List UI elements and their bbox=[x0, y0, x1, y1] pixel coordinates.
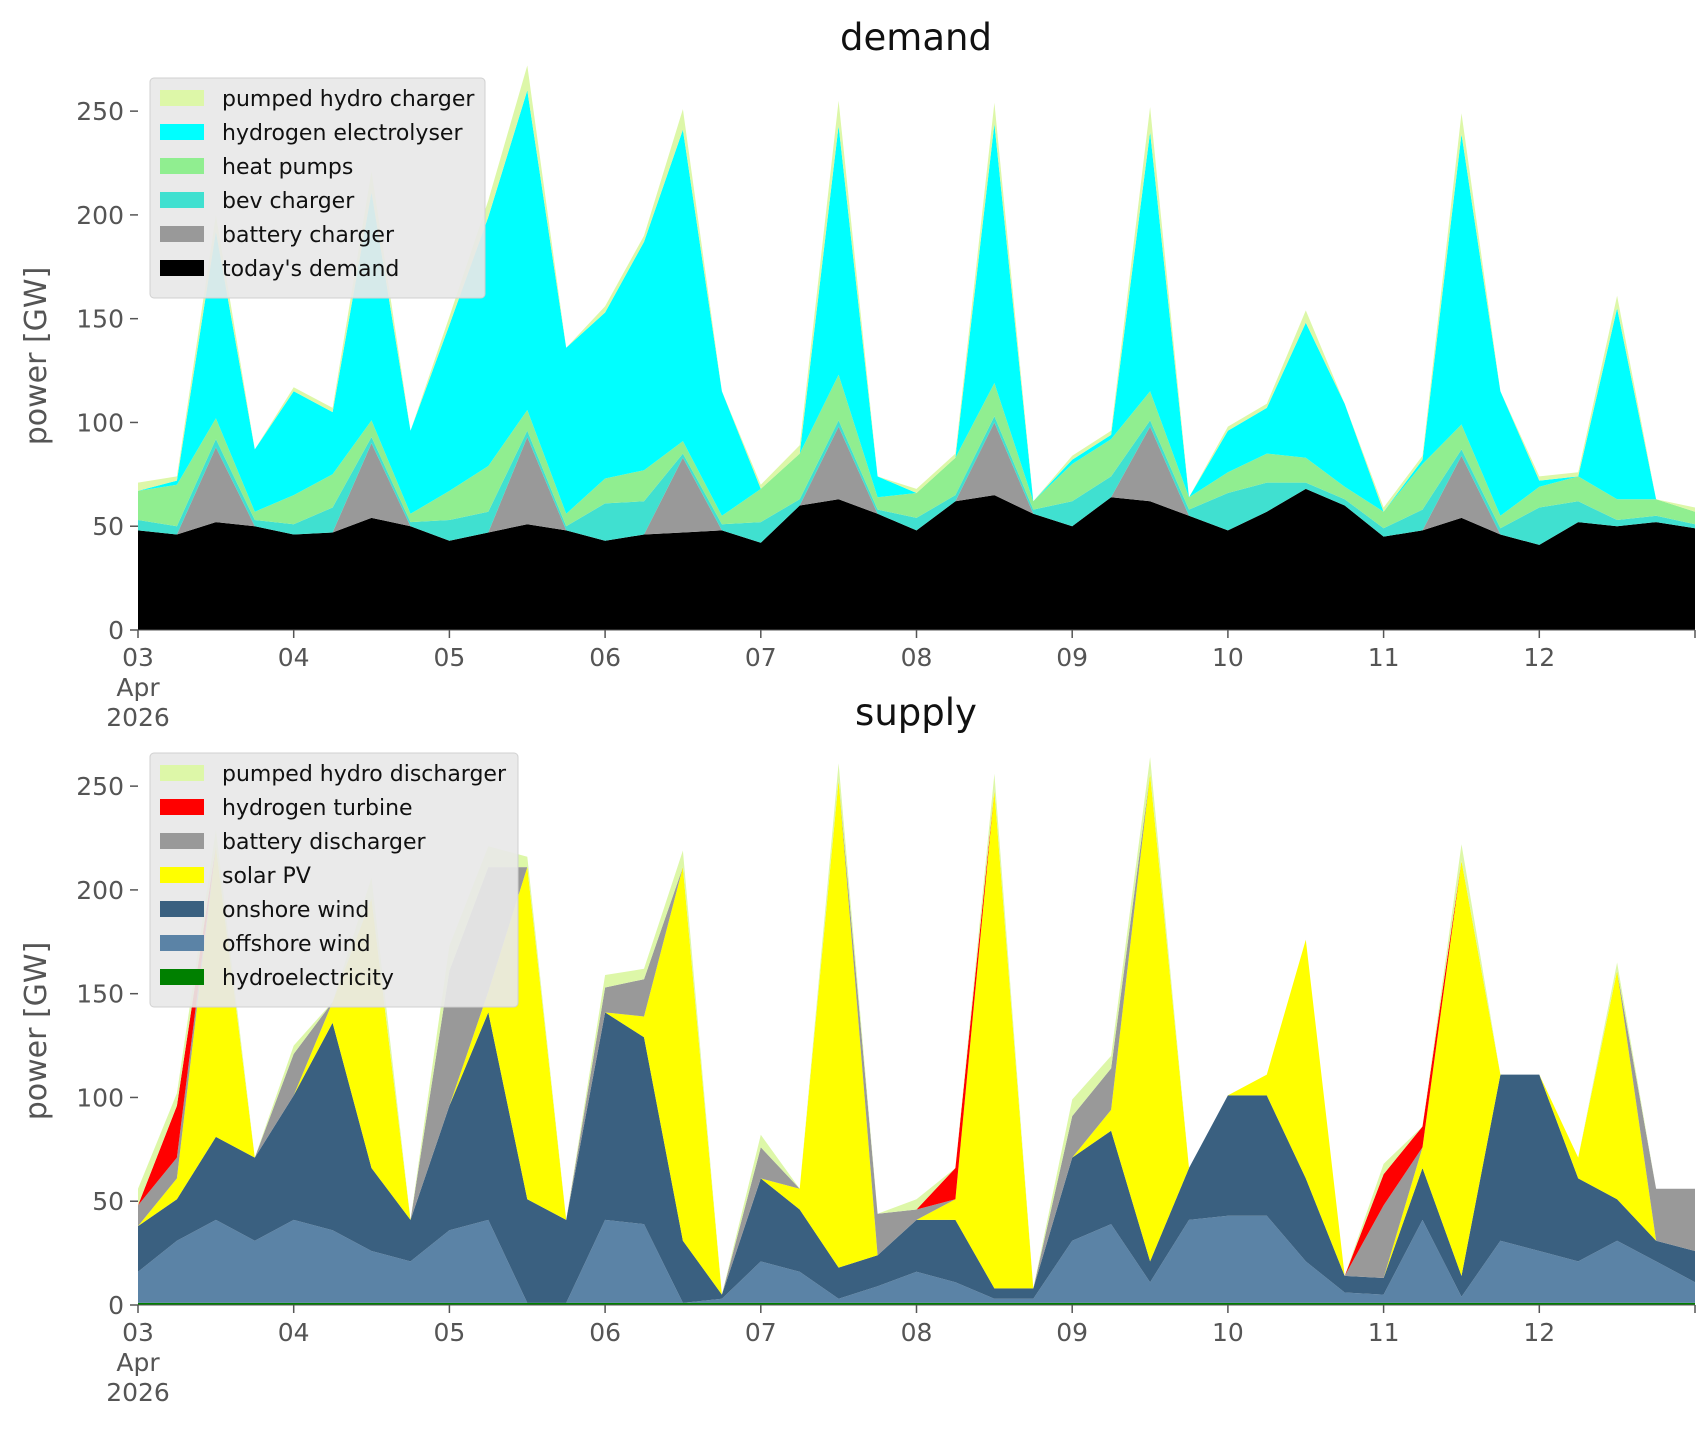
area-today-s-demand bbox=[138, 488, 1695, 630]
x-tick-label: 04 bbox=[278, 643, 310, 672]
y-tick-label: 200 bbox=[76, 201, 124, 230]
y-tick-label: 100 bbox=[76, 408, 124, 437]
x-tick-label: 05 bbox=[433, 643, 465, 672]
x-tick-label: 03 Apr 2026 bbox=[106, 1318, 170, 1407]
area-battery-discharger bbox=[138, 773, 1695, 1295]
area-layers bbox=[138, 757, 1695, 1305]
area-solar-pv bbox=[138, 773, 1695, 1295]
y-tick-label: 0 bbox=[108, 616, 124, 645]
x-tick-label: 08 bbox=[901, 1318, 933, 1347]
legend-swatch bbox=[160, 124, 204, 140]
legend-swatch bbox=[160, 90, 204, 106]
legend-box bbox=[149, 77, 486, 299]
legend-label: hydroelectricity bbox=[222, 966, 394, 991]
y-axis-label: power [GW] bbox=[19, 942, 54, 1121]
axes: 0 50 100 150 200 250 03 Apr 2026 04 05 06 07 08 09 10 11… bbox=[76, 97, 1696, 732]
legend-label: onshore wind bbox=[222, 898, 369, 923]
legend-swatch bbox=[160, 901, 204, 917]
legend-swatch bbox=[160, 935, 204, 951]
legend-swatch bbox=[160, 260, 204, 276]
y-tick-label: 100 bbox=[76, 1083, 124, 1112]
area-battery-charger bbox=[138, 422, 1695, 545]
legend-swatch bbox=[160, 833, 204, 849]
legend-label: battery charger bbox=[222, 223, 395, 248]
legend-swatch bbox=[160, 765, 204, 781]
x-tick-label: 11 bbox=[1368, 1318, 1400, 1347]
area-onshore-wind bbox=[138, 1012, 1695, 1303]
legend-swatch bbox=[160, 192, 204, 208]
legend-label: offshore wind bbox=[222, 932, 371, 957]
x-tick-label: 06 bbox=[589, 643, 621, 672]
chart-title: supply bbox=[855, 691, 977, 734]
x-tick-label: 03 Apr 2026 bbox=[106, 643, 170, 732]
y-tick-label: 150 bbox=[76, 305, 124, 334]
legend-label: battery discharger bbox=[222, 830, 427, 855]
area-heat-pumps bbox=[138, 374, 1695, 529]
y-tick-label: 250 bbox=[76, 97, 124, 126]
legend-label: bev charger bbox=[222, 189, 355, 214]
legend-label: heat pumps bbox=[222, 155, 353, 180]
legend-swatch bbox=[160, 969, 204, 985]
legend-label: pumped hydro charger bbox=[222, 87, 475, 112]
x-tick-label: 09 bbox=[1056, 1318, 1088, 1347]
x-tick-label: 05 bbox=[433, 1318, 465, 1347]
area-hydroelectricity bbox=[138, 1302, 1695, 1305]
y-axis-label: power [GW] bbox=[19, 267, 54, 446]
x-tick-label: 07 bbox=[745, 1318, 777, 1347]
legend-label: hydrogen electrolyser bbox=[222, 121, 463, 146]
legend-box bbox=[149, 752, 519, 1008]
legend: pumped hydro charger hydrogen electrolyse… bbox=[149, 77, 486, 299]
x-tick-label: 11 bbox=[1368, 643, 1400, 672]
legend-swatch bbox=[160, 799, 204, 815]
x-tick-label: 12 bbox=[1523, 1318, 1555, 1347]
legend-swatch bbox=[160, 226, 204, 242]
legend: pumped hydro discharger hydrogen turbine b… bbox=[149, 752, 519, 1008]
y-tick-label: 50 bbox=[92, 1187, 124, 1216]
legend-label: today's demand bbox=[222, 257, 399, 282]
area-hydrogen-electrolyser bbox=[138, 90, 1695, 516]
x-tick-label: 12 bbox=[1523, 643, 1555, 672]
y-tick-label: 0 bbox=[108, 1291, 124, 1320]
legend-swatch bbox=[160, 158, 204, 174]
x-tick-label: 09 bbox=[1056, 643, 1088, 672]
area-offshore-wind bbox=[138, 1215, 1695, 1303]
y-tick-label: 250 bbox=[76, 772, 124, 801]
y-tick-label: 200 bbox=[76, 876, 124, 905]
legend-label: solar PV bbox=[222, 864, 311, 889]
legend-label: hydrogen turbine bbox=[222, 796, 413, 821]
y-tick-label: 150 bbox=[76, 980, 124, 1009]
legend-label: pumped hydro discharger bbox=[222, 762, 507, 787]
chart-title: demand bbox=[840, 16, 992, 59]
area-bev-charger bbox=[138, 416, 1695, 545]
x-tick-label: 08 bbox=[901, 643, 933, 672]
x-tick-label: 06 bbox=[589, 1318, 621, 1347]
x-tick-label: 04 bbox=[278, 1318, 310, 1347]
x-tick-label: 10 bbox=[1212, 643, 1244, 672]
area-layers bbox=[138, 65, 1695, 630]
x-tick-label: 07 bbox=[745, 643, 777, 672]
x-tick-label: 10 bbox=[1212, 1318, 1244, 1347]
y-tick-label: 50 bbox=[92, 512, 124, 541]
axes: 0 50 100 150 200 250 03 Apr 2026 04 05 06 07 08 09 10 11… bbox=[76, 772, 1696, 1407]
legend-swatch bbox=[160, 867, 204, 883]
